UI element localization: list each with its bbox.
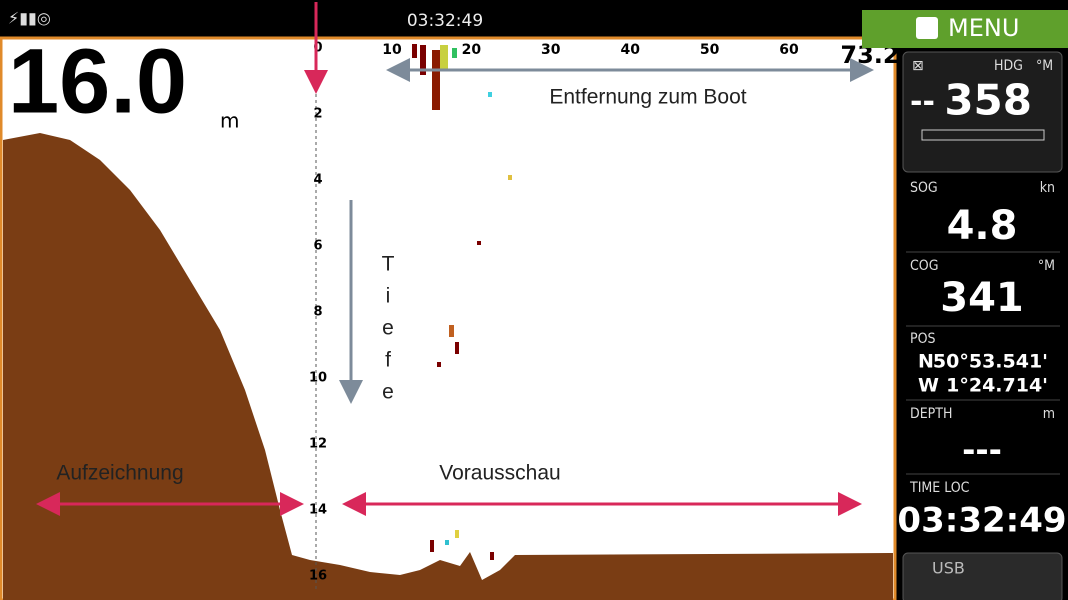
range-scale: 10 20 30 40 50 60: [382, 42, 799, 58]
depth-scale: 0 2 4 6 8 10 12 14 16: [309, 41, 327, 584]
annotation-letter: i: [386, 285, 391, 308]
status-time: 03:32:49: [407, 11, 483, 31]
range-tick: 10: [382, 42, 402, 58]
value: --: [910, 85, 935, 120]
label: COG: [910, 258, 938, 274]
annotation-letter: e: [382, 317, 394, 340]
label: DEPTH: [910, 406, 952, 422]
status-icons: ⚡▮▮◎: [8, 9, 51, 28]
longitude: 1°24.714': [946, 375, 1048, 397]
value: 4.8: [947, 203, 1018, 249]
depth-tick: 16: [309, 569, 327, 584]
usb-label[interactable]: USB: [932, 559, 965, 578]
label: POS: [910, 331, 936, 347]
menu-icon: [916, 17, 938, 39]
unit: m: [1043, 406, 1055, 422]
label: HDG: [994, 58, 1023, 74]
hemisphere: N: [918, 351, 934, 373]
depth-tick: 12: [309, 437, 327, 452]
annotation: Entfernung zum Boot: [549, 86, 746, 109]
depth-unit: m: [220, 109, 239, 133]
icon: ⊠: [912, 58, 924, 74]
value: ---: [962, 431, 1002, 469]
value: 341: [940, 275, 1024, 321]
heading-box: [902, 51, 1063, 173]
annotation: Aufzeichnung: [56, 462, 183, 485]
range-tick: 60: [779, 42, 799, 58]
menu-label[interactable]: MENU: [948, 14, 1019, 42]
depth-tick: 6: [313, 239, 322, 254]
label: SOG: [910, 180, 938, 196]
label: TIME LOC: [909, 480, 970, 496]
hemisphere: W: [918, 375, 939, 397]
annotation-letter: e: [382, 381, 394, 404]
range-tick: 20: [462, 42, 482, 58]
unit: kn: [1040, 180, 1055, 196]
depth-tick: 0: [313, 41, 322, 56]
value: 03:32:49: [897, 501, 1066, 541]
annotation-letter: T: [382, 253, 395, 276]
menu-button[interactable]: [862, 10, 1068, 48]
annotation: Vorausschau: [439, 462, 560, 485]
depth-value: 16.0: [8, 30, 187, 132]
depth-tick: 2: [313, 107, 322, 122]
depth-tick: 8: [313, 305, 322, 320]
depth-tick: 10: [309, 371, 327, 386]
depth-tick: 4: [313, 173, 322, 188]
value: 358: [944, 76, 1032, 125]
usb-button[interactable]: [902, 552, 1063, 600]
annotation-letter: f: [385, 349, 391, 372]
latitude: 50°53.541': [933, 351, 1048, 373]
unit: °M: [1036, 58, 1053, 74]
scale-bar: [921, 129, 1045, 141]
range-tick: 30: [541, 42, 561, 58]
unit: °M: [1038, 258, 1055, 274]
range-tick: 40: [620, 42, 640, 58]
range-tick: 50: [700, 42, 720, 58]
seabed: [3, 133, 893, 600]
depth-tick: 14: [309, 503, 327, 518]
